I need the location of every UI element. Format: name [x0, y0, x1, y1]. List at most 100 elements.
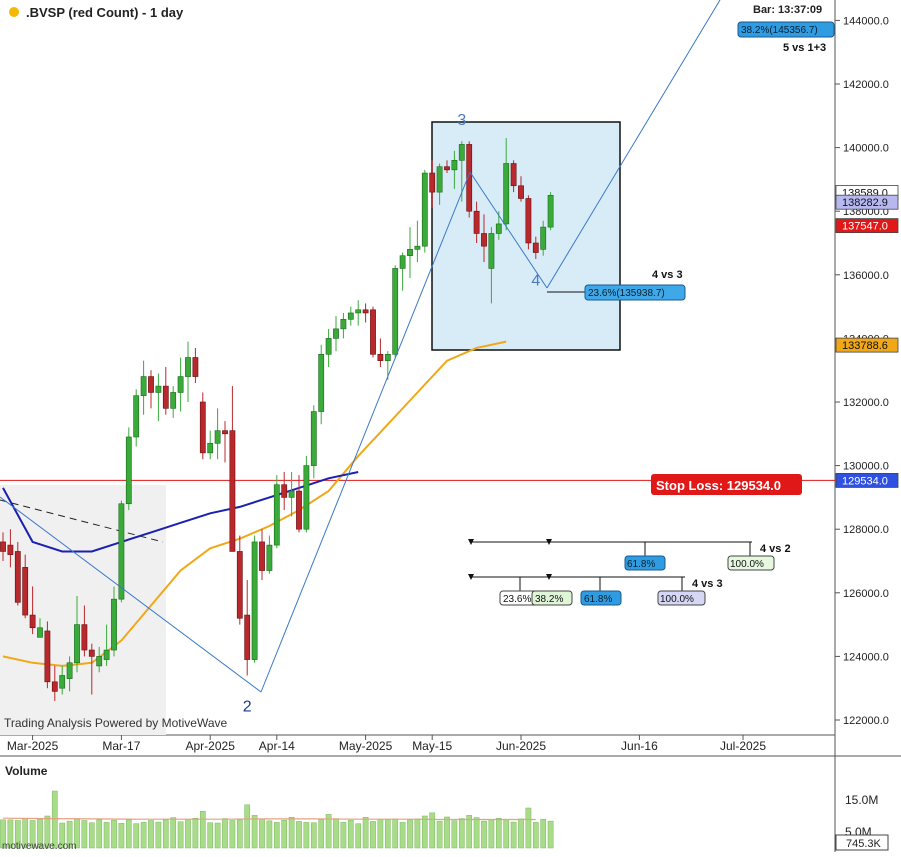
fib-ruler-4vs2[interactable]: 4 vs 2 61.8% 100.0%	[468, 539, 791, 571]
candle-body	[59, 675, 66, 689]
candle-body	[281, 484, 288, 498]
price-axis-marker	[835, 337, 899, 353]
time-axis-label: Jun-16	[621, 739, 658, 753]
ruler2-pct-badge-1	[531, 590, 573, 606]
candle-body	[133, 395, 140, 438]
candle-body	[414, 245, 421, 250]
candle-body	[29, 614, 36, 629]
volume-bar	[244, 804, 251, 849]
candle-body	[177, 376, 184, 393]
volume-tick-15m: 15.0M	[845, 793, 878, 807]
ruler1-pct-1: 100.0%	[730, 559, 764, 570]
volume-bar	[540, 818, 547, 849]
volume-bar	[495, 817, 502, 849]
volume-bar	[155, 821, 162, 849]
volume-current-value: 745.3K	[846, 838, 882, 850]
candle-body	[44, 630, 51, 683]
candle-body	[96, 656, 103, 667]
volume-bar	[44, 815, 51, 849]
candle-body	[273, 484, 280, 546]
volume-bar	[236, 819, 243, 849]
time-axis-label: May-2025	[339, 739, 393, 753]
candle-body	[259, 541, 265, 571]
candle-body	[325, 338, 332, 355]
candle-body	[370, 309, 376, 355]
volume-bar	[525, 807, 532, 849]
dashed-trendline	[0, 499, 164, 543]
ruler2-caption: 4 vs 3	[692, 578, 723, 590]
candle-body	[236, 551, 243, 619]
wave-line-1-2	[0, 496, 262, 693]
volume-bar	[377, 818, 384, 849]
volume-bar	[177, 821, 184, 849]
wave-label: 4	[531, 272, 540, 289]
volume-bar	[88, 822, 95, 849]
candle-body	[310, 411, 317, 466]
candle-body	[103, 649, 110, 660]
volume-bar	[288, 817, 295, 849]
price-axis-label: 140000.0	[843, 143, 889, 155]
volume-bar	[103, 822, 110, 849]
volume-bar	[444, 816, 450, 849]
volume-bar	[421, 815, 428, 849]
candle-body	[392, 268, 399, 355]
candle-body	[421, 172, 428, 247]
fib-top-caption: 5 vs 1+3	[783, 42, 826, 54]
fib-mid-pct: 23.6%(135938.7)	[588, 288, 665, 299]
wave-label: 2	[243, 698, 252, 715]
ruler2-marker-right	[546, 574, 552, 580]
volume-bar	[340, 822, 347, 849]
stop-loss-badge[interactable]	[651, 474, 802, 495]
candle-body	[362, 309, 369, 314]
volume-bar	[96, 819, 103, 849]
candle-body	[473, 210, 480, 234]
candle-body	[266, 544, 273, 571]
price-axis-marker-value: 137547.0	[842, 221, 888, 233]
price-axis-label: 124000.0	[843, 651, 889, 663]
volume-bar	[259, 818, 265, 849]
candle-body	[111, 598, 117, 651]
volume-bar	[436, 820, 443, 849]
volume-label: Volume	[5, 764, 48, 778]
volume-bar	[399, 822, 406, 849]
volume-bar	[192, 817, 199, 849]
ruler1-marker-right	[546, 539, 552, 545]
volume-bar	[458, 818, 465, 849]
volume-bar	[347, 819, 354, 849]
bar-time-label: Bar: 13:37:09	[753, 4, 822, 16]
candle-body	[458, 144, 465, 161]
volume-bar	[66, 820, 73, 849]
volume-bar	[51, 790, 58, 849]
volume-bar	[118, 823, 125, 849]
volume-bar	[81, 820, 88, 849]
ruler1-caption: 4 vs 2	[760, 543, 791, 555]
candle-body	[547, 195, 554, 228]
price-axis-label: 128000.0	[843, 524, 889, 536]
volume-bar	[473, 817, 480, 849]
fib-ruler-4vs3[interactable]: 4 vs 3 23.6% 38.2% 61.8% 100.0%	[468, 574, 723, 606]
candle-body	[503, 163, 510, 225]
price-axis-marker-value: 138282.9	[842, 197, 888, 209]
volume-bar	[466, 815, 473, 849]
volume-bar	[7, 819, 14, 849]
site-watermark: motivewave.com	[2, 841, 76, 852]
fib-mid-caption: 4 vs 3	[652, 269, 683, 281]
volume-bar	[14, 820, 21, 849]
volume-bar	[384, 819, 391, 849]
ruler1-pct-badge-1	[727, 555, 775, 571]
attribution-text: Trading Analysis Powered by MotiveWave	[4, 716, 228, 730]
moving-average-fast	[2, 340, 507, 667]
candle-body	[333, 328, 339, 339]
price-axis-marker	[835, 218, 899, 234]
wave-line-3-4	[469, 171, 548, 289]
wave-line-4-5	[546, 0, 721, 289]
volume-bar	[140, 822, 147, 849]
volume-bar	[251, 815, 258, 849]
ruler2-pct-1: 38.2%	[535, 594, 563, 605]
candle-body	[399, 255, 406, 269]
price-axis-marker	[835, 194, 899, 210]
price-axis-marker-value: 129534.0	[842, 475, 888, 487]
candle-body	[22, 567, 29, 616]
candle-body	[229, 430, 236, 552]
